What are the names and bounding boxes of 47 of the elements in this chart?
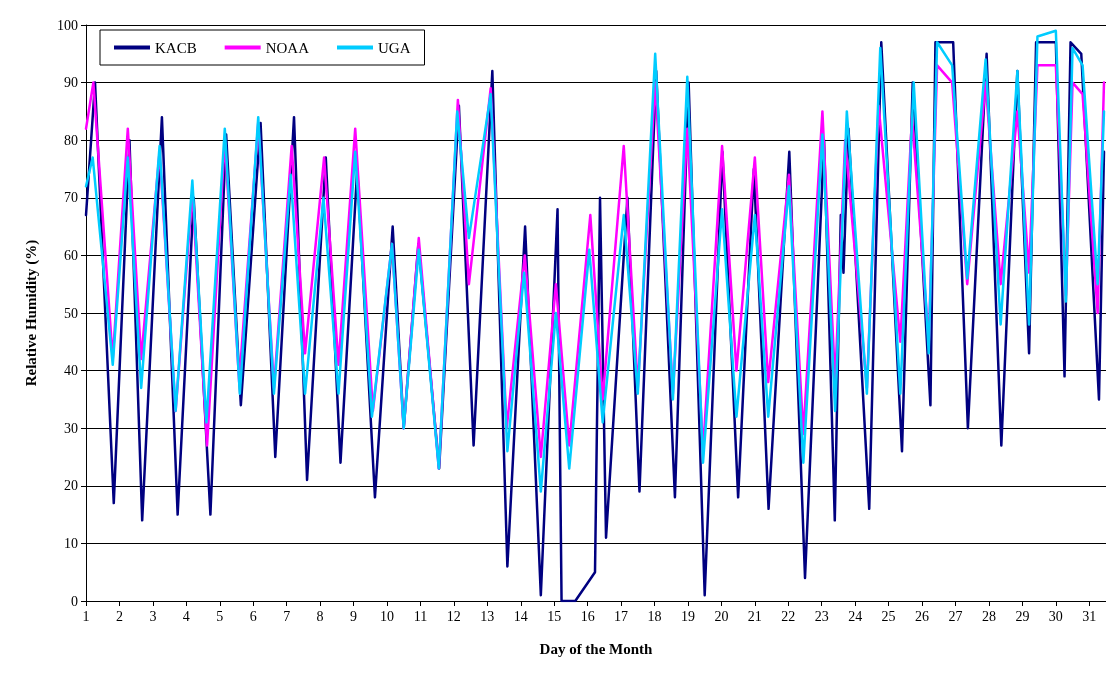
y-tick-label: 10 [64,535,78,551]
x-tick-label: 18 [647,608,662,624]
legend-label: NOAA [265,39,310,56]
x-tick-label: 30 [1048,608,1063,624]
x-tick-label: 6 [249,608,257,624]
x-tick-label: 29 [1015,608,1030,624]
x-tick-label: 19 [680,608,695,624]
x-tick-label: 25 [881,608,896,624]
y-tick-label: 60 [64,247,78,263]
x-tick-label: 22 [781,608,796,624]
x-tick-label: 2 [115,608,123,624]
y-tick-label: 40 [64,363,78,379]
y-tick-label: 20 [64,478,78,494]
x-tick-label: 23 [814,608,829,624]
y-tick-label: 90 [64,75,78,91]
x-tick-label: 28 [981,608,996,624]
x-tick-label: 7 [283,608,291,624]
x-tick-label: 8 [316,608,324,624]
y-tick-label: 100 [57,17,78,33]
x-tick-label: 4 [182,608,190,624]
legend-label: KACB [155,39,197,56]
x-tick-label: 10 [379,608,394,624]
x-tick-label: 17 [614,608,629,624]
x-tick-label: 20 [714,608,729,624]
y-tick-label: 50 [64,305,78,321]
y-axis-title: Relative Humidity (%) [22,239,40,387]
x-axis-title: Day of the Month [539,640,654,657]
x-tick-label: 24 [848,608,863,624]
x-tick-label: 31 [1082,608,1097,624]
x-tick-label: 26 [915,608,930,624]
x-tick-label: 13 [480,608,495,624]
x-tick-label: 16 [580,608,595,624]
x-tick-label: 1 [82,608,90,624]
legend-label: UGA [378,39,411,56]
x-tick-label: 14 [513,608,528,624]
y-tick-label: 80 [64,132,78,148]
x-tick-label: 9 [350,608,358,624]
x-tick-label: 27 [948,608,963,624]
x-tick-label: 5 [216,608,224,624]
y-tick-label: 0 [71,593,78,609]
x-tick-label: 3 [149,608,157,624]
x-tick-label: 21 [747,608,762,624]
x-tick-label: 12 [446,608,461,624]
x-tick-label: 15 [547,608,562,624]
y-tick-label: 30 [64,420,78,436]
y-tick-label: 70 [64,190,78,206]
x-tick-label: 11 [413,608,428,624]
